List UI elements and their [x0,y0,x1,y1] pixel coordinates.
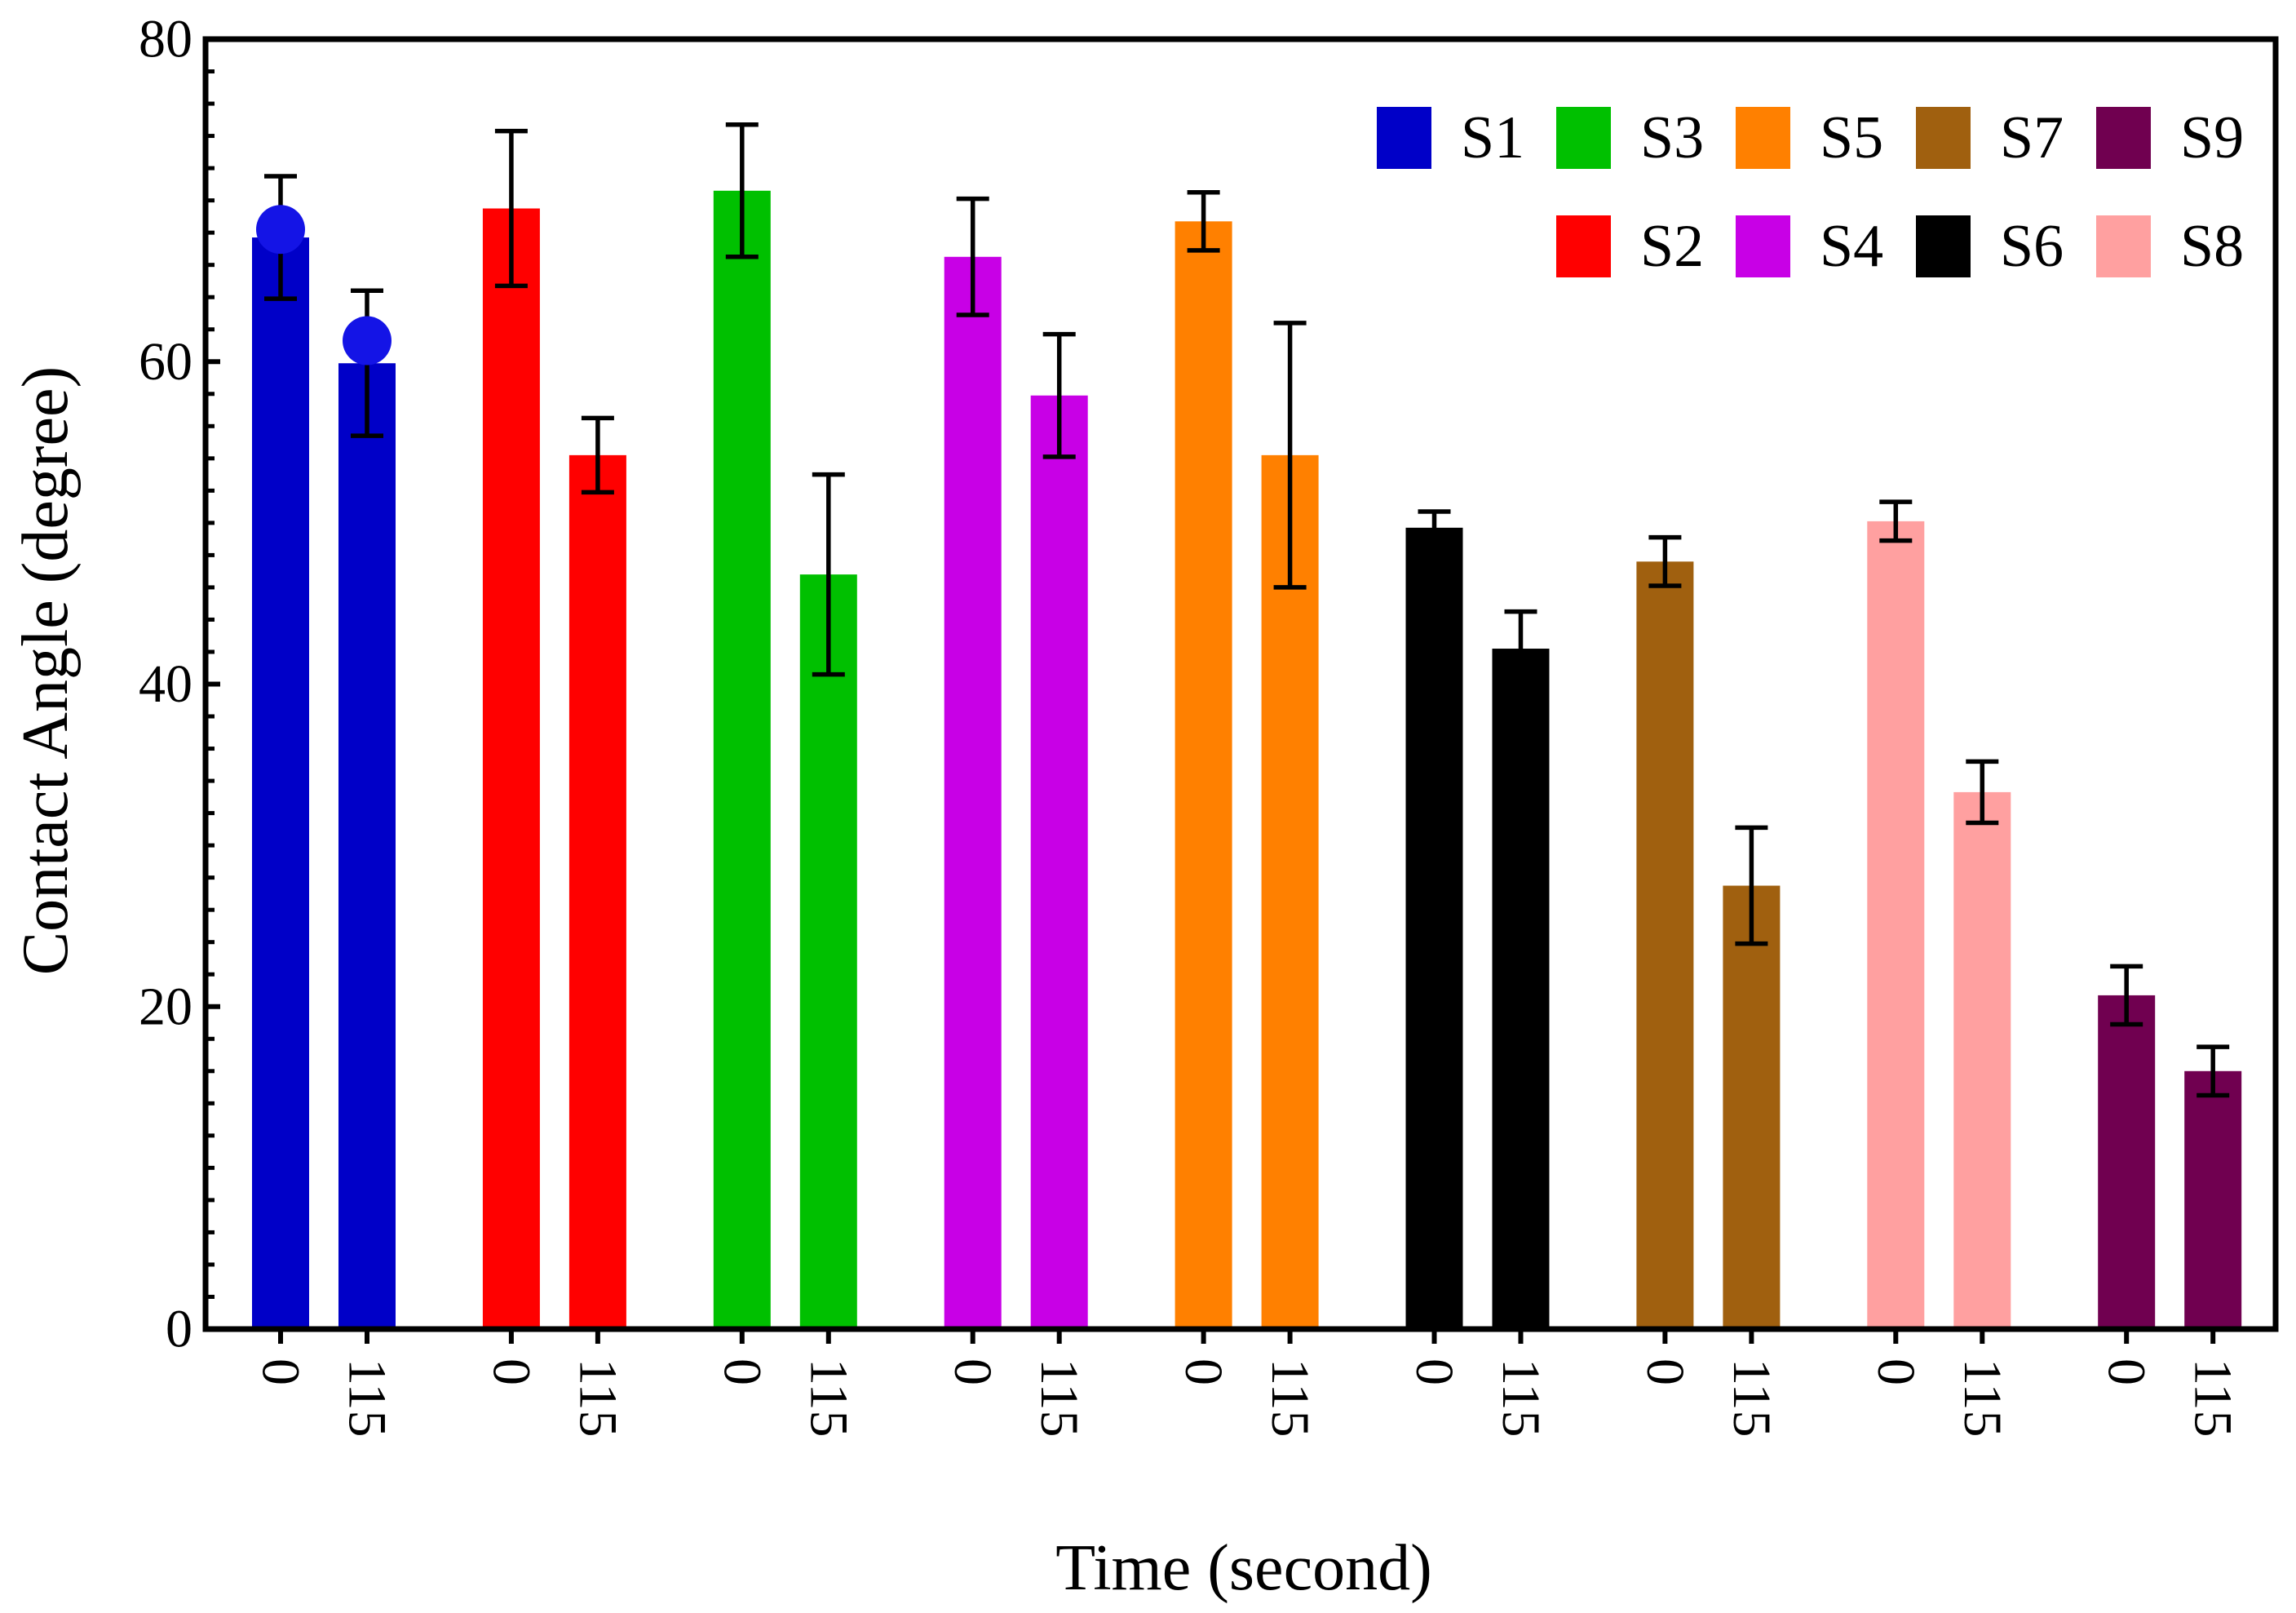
error-bar-S4-115 [1042,331,1076,459]
error-bars-layer [264,122,2230,1098]
y-axis-title: Contact Angle (degree) [10,366,82,975]
bar-S1-115 [338,363,396,1329]
x-tick-label-S4-0: 0 [943,1358,1002,1385]
error-bar-S5-115 [1273,321,1307,590]
x-tick-label-S8-0: 0 [1866,1358,1926,1385]
legend: S1 S2 S3 S4 S5 S6 S7 S8 S9 [1377,104,2244,280]
error-bar-S9-0 [2110,964,2143,1027]
data-points-layer [256,205,392,366]
bar-S8-0 [1867,521,1925,1329]
y-tick-label-80: 80 [139,10,192,69]
x-tick-label-S1-0: 0 [251,1358,311,1385]
error-bar-S4-0 [956,196,989,317]
legend-label-S4: S4 [1820,213,1883,280]
legend-swatch-S2 [1556,215,1611,277]
bar-S4-115 [1030,395,1088,1330]
legend-label-S8: S8 [2180,213,2244,280]
legend-item-S8: S8 [2096,213,2244,280]
error-bar-S3-115 [812,472,845,677]
legend-swatch-S4 [1736,215,1790,277]
x-tick-label-S7-0: 0 [1635,1358,1695,1385]
error-bar-S2-115 [581,415,614,495]
x-tick-label-S9-0: 0 [2097,1358,2157,1385]
x-tick-label-S5-115: 115 [1260,1358,1320,1438]
legend-swatch-S8 [2096,215,2151,277]
x-tick-label-S2-0: 0 [481,1358,541,1385]
legend-item-S9: S9 [2096,104,2244,171]
bar-S9-0 [2098,995,2156,1329]
bar-S8-115 [1953,791,2011,1329]
legend-label-S5: S5 [1820,104,1883,171]
bar-S5-115 [1261,454,1319,1329]
legend-label-S1: S1 [1461,104,1524,171]
legend-swatch-S5 [1736,107,1790,169]
y-axis: 0 20 40 60 80 [139,10,220,1359]
x-tick-label-S6-0: 0 [1405,1358,1464,1385]
bar-S6-115 [1492,649,1550,1329]
x-tick-label-S5-0: 0 [1174,1358,1233,1385]
error-bar-S6-0 [1418,509,1451,547]
x-tick-label-S3-115: 115 [799,1358,858,1438]
y-tick-label-40: 40 [139,654,192,714]
y-tick-label-0: 0 [166,1300,192,1359]
legend-label-S2: S2 [1640,213,1704,280]
error-bar-S8-0 [1879,499,1913,543]
y-tick-label-20: 20 [139,977,192,1036]
legend-label-S9: S9 [2180,104,2244,171]
legend-swatch-S3 [1556,107,1611,169]
bar-S3-115 [799,574,857,1329]
bar-S1-0 [252,237,309,1329]
bar-S3-0 [713,190,771,1330]
bar-S2-0 [482,208,540,1330]
legend-swatch-S9 [2096,107,2151,169]
bar-S4-0 [944,256,1002,1330]
error-bar-S5-0 [1187,189,1220,253]
legend-swatch-S1 [1377,107,1431,169]
y-tick-label-60: 60 [139,332,192,392]
legend-swatch-S7 [1916,107,1971,169]
legend-item-S5: S5 [1736,104,1883,171]
legend-item-S6: S6 [1916,213,2064,280]
x-tick-label-S9-115: 115 [2183,1358,2243,1438]
legend-swatch-S6 [1916,215,1971,277]
x-axis: 0 115 0 115 0 115 0 115 0 115 0 115 0 115 0 115 0 115 [251,1329,2243,1438]
x-tick-label-S2-115: 115 [568,1358,627,1438]
bars-layer [252,190,2242,1330]
error-bar-S2-0 [494,128,528,289]
legend-item-S4: S4 [1736,213,1883,280]
error-bar-S7-115 [1735,825,1768,946]
data-point-S1-0 [256,205,305,255]
error-bar-S9-115 [2196,1044,2230,1098]
bar-S7-0 [1636,561,1694,1329]
legend-item-S7: S7 [1916,104,2064,171]
legend-item-S3: S3 [1556,104,1704,171]
bar-S7-115 [1723,885,1781,1329]
error-bar-S8-115 [1966,759,1999,826]
bar-S6-0 [1405,527,1463,1329]
data-point-S1-115 [343,316,392,366]
error-bar-S3-0 [725,122,759,259]
error-bar-S7-0 [1648,534,1682,588]
x-tick-label-S4-115: 115 [1029,1358,1089,1438]
legend-label-S3: S3 [1640,104,1704,171]
legend-label-S7: S7 [2000,104,2064,171]
bar-S9-115 [2184,1070,2242,1329]
x-tick-label-S8-115: 115 [1953,1358,2012,1438]
bar-S2-115 [568,454,626,1329]
legend-item-S1: S1 [1377,104,1524,171]
legend-item-S2: S2 [1556,213,1704,280]
legend-label-S6: S6 [2000,213,2064,280]
x-tick-label-S6-115: 115 [1491,1358,1551,1438]
x-tick-label-S7-115: 115 [1722,1358,1781,1438]
error-bar-S6-115 [1504,609,1537,689]
x-tick-label-S1-115: 115 [338,1358,397,1438]
x-axis-title: Time (second) [1055,1532,1431,1604]
bar-S5-0 [1175,221,1232,1329]
x-tick-label-S3-0: 0 [712,1358,772,1385]
